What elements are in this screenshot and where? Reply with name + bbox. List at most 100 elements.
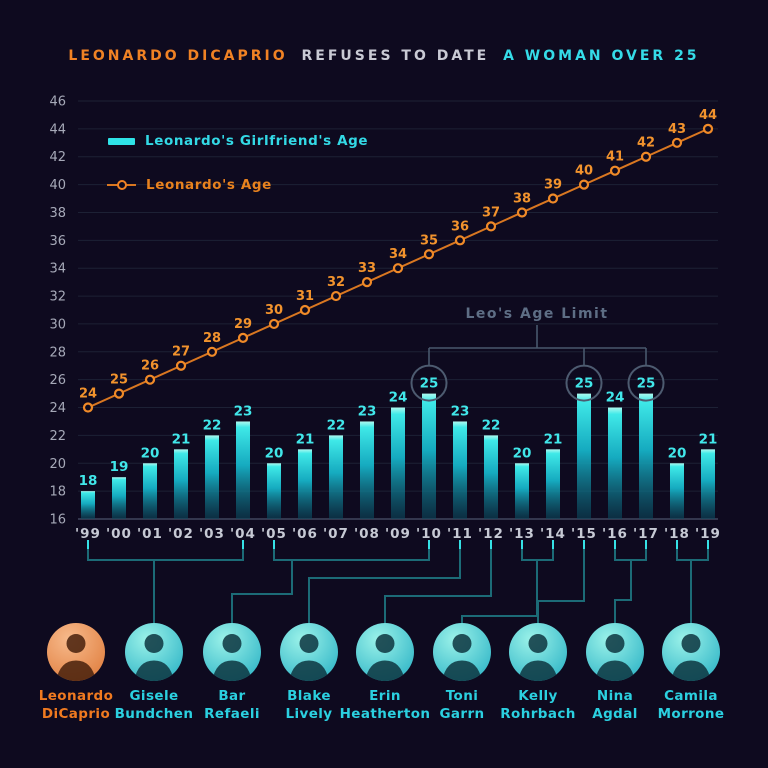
ytick-label: 38 <box>49 206 66 221</box>
person-card: Erin Heatherton <box>330 623 440 723</box>
girlfriend-age-bar <box>608 407 622 519</box>
leo-age-marker <box>702 123 714 134</box>
bar-value-label: 20 <box>513 445 532 461</box>
leo-age-marker <box>609 165 621 176</box>
title-orange-part: LEONARDO DICAPRIO <box>68 48 288 64</box>
year-tick-label: '11 <box>447 526 473 542</box>
connector-lines <box>87 540 709 623</box>
leo-age-label: 29 <box>234 317 252 332</box>
bar-value-label: 25 <box>575 376 594 392</box>
year-tick-label: '99 <box>75 526 101 542</box>
person-card: Camila Morrone <box>636 623 746 723</box>
connector-line <box>273 540 430 561</box>
girlfriend-age-bar <box>484 435 498 519</box>
leo-age-marker <box>485 221 497 232</box>
girlfriend-age-bar <box>577 393 591 519</box>
leo-age-label: 31 <box>296 289 314 304</box>
leo-age-label: 40 <box>575 164 593 179</box>
connector-line <box>521 540 554 561</box>
bar-value-label: 20 <box>668 445 687 461</box>
person-name: Bar Refaeli <box>204 688 260 722</box>
ytick-label: 30 <box>49 317 66 332</box>
year-tick-label: '12 <box>478 526 504 542</box>
year-tick-label: '09 <box>385 526 411 542</box>
leo-age-marker <box>206 346 218 357</box>
leo-age-marker <box>144 374 156 385</box>
person-card: Leonardo DiCaprio <box>21 623 131 723</box>
girlfriend-age-bar <box>205 435 219 519</box>
bar-legend-label: Leonardo's Girlfriend's Age <box>145 133 369 149</box>
bar-value-label: 18 <box>79 473 98 489</box>
leo-age-label: 37 <box>482 205 500 220</box>
person-photo <box>125 623 183 681</box>
connector-line <box>676 540 709 561</box>
bar-value-label: 19 <box>110 459 129 475</box>
girlfriend-age-bar <box>639 393 653 519</box>
line-legend-label: Leonardo's Age <box>146 177 272 193</box>
leo-age-label: 42 <box>637 136 655 151</box>
ytick-label: 24 <box>49 401 66 416</box>
person-portrait-icon <box>433 623 491 681</box>
leo-age-marker <box>392 263 404 274</box>
year-tick-label: '17 <box>633 526 659 542</box>
year-tick-label: '06 <box>292 526 318 542</box>
year-tick-label: '18 <box>664 526 690 542</box>
person-portrait-icon <box>47 623 105 681</box>
person-portrait-icon <box>203 623 261 681</box>
girlfriend-age-bar <box>360 421 374 519</box>
bar-value-label: 21 <box>172 431 191 447</box>
age-limit-bracket <box>428 325 647 366</box>
year-tick-label: '13 <box>509 526 535 542</box>
girlfriend-age-bar <box>174 449 188 519</box>
girlfriend-age-bar <box>112 477 126 519</box>
ytick-label: 36 <box>49 234 66 249</box>
girlfriend-age-bar <box>422 393 436 519</box>
bar-value-label: 20 <box>265 445 284 461</box>
person-name: Leonardo DiCaprio <box>38 688 114 722</box>
title-cyan-part: A WOMAN OVER 25 <box>503 48 700 64</box>
leo-age-label: 38 <box>513 191 531 206</box>
person-photo <box>509 623 567 681</box>
leo-age-marker <box>454 235 466 246</box>
leo-age-label: 44 <box>699 108 717 123</box>
bar-value-label: 21 <box>296 431 315 447</box>
person-card: Bar Refaeli <box>177 623 287 723</box>
year-tick-label: '05 <box>261 526 287 542</box>
age-limit-ring <box>565 364 603 402</box>
ytick-label: 40 <box>49 178 66 193</box>
person-photo <box>203 623 261 681</box>
ytick-label: 28 <box>49 345 66 360</box>
bar-value-label: 21 <box>544 431 563 447</box>
girlfriend-age-bar <box>236 421 250 519</box>
person-card: Toni Garrn <box>407 623 517 723</box>
year-tick-label: '04 <box>230 526 256 542</box>
bar-value-label: 24 <box>389 390 408 406</box>
age-limit-ring <box>627 364 665 402</box>
connector-line <box>614 540 647 561</box>
leo-age-label: 26 <box>141 359 159 374</box>
year-tick-label: '01 <box>137 526 163 542</box>
person-portrait-icon <box>509 623 567 681</box>
leo-age-label: 30 <box>265 303 283 318</box>
bar-value-label: 22 <box>482 417 501 433</box>
bar-value-label: 23 <box>451 403 470 419</box>
ytick-label: 18 <box>49 485 66 500</box>
year-tick-label: '16 <box>602 526 628 542</box>
bar-value-label: 23 <box>234 403 253 419</box>
ytick-label: 26 <box>49 373 66 388</box>
person-photo <box>280 623 338 681</box>
bar-value-label: 20 <box>141 445 160 461</box>
person-portrait-icon <box>356 623 414 681</box>
person-photo <box>47 623 105 681</box>
leo-age-marker <box>299 304 311 316</box>
year-tick-label: '07 <box>323 526 349 542</box>
leo-age-marker <box>578 179 590 190</box>
person-card: Kelly Rohrbach <box>483 623 593 723</box>
leo-age-label: 35 <box>420 233 438 248</box>
leo-age-label: 36 <box>451 219 469 234</box>
person-name: Nina Agdal <box>592 688 638 722</box>
leo-age-label: 27 <box>172 345 190 360</box>
page-title: LEONARDO DICAPRIO REFUSES TO DATE A WOMA… <box>0 48 768 64</box>
leo-age-marker <box>237 332 249 343</box>
